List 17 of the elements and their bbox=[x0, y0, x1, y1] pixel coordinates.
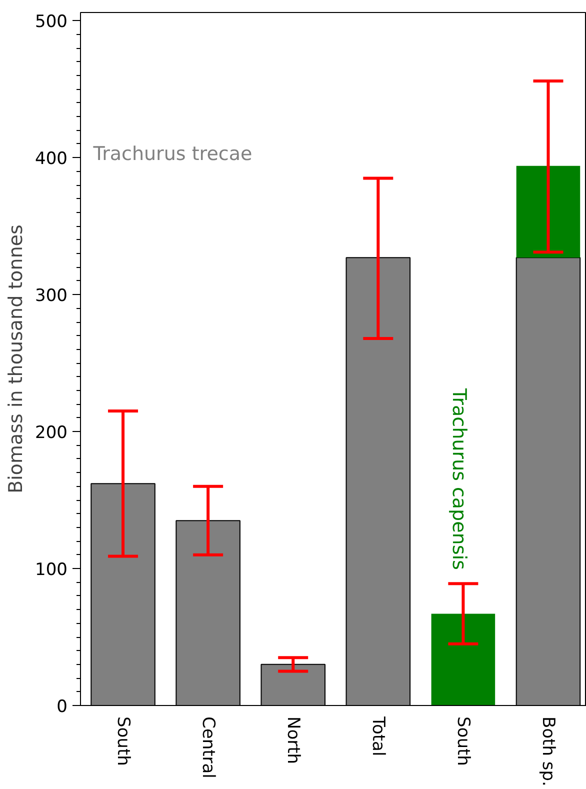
text: Trachurus trecae bbox=[92, 142, 252, 165]
x-tick-label: North bbox=[283, 716, 304, 764]
y-tick-label: 200 bbox=[35, 423, 68, 444]
text: Trachurus capensis bbox=[448, 387, 470, 570]
y-tick-label: 100 bbox=[35, 560, 68, 580]
x-tick-label: Central bbox=[198, 716, 218, 778]
x-tick-label: Both sp. bbox=[538, 716, 558, 786]
x-tick-label: Total bbox=[368, 716, 388, 756]
bar bbox=[431, 614, 496, 706]
y-tick-label: 500 bbox=[35, 12, 68, 32]
y-axis-title: Biomass in thousand tonnes bbox=[5, 224, 28, 494]
y-tick-label: 0 bbox=[56, 697, 68, 717]
y-tick-label: 300 bbox=[35, 286, 68, 306]
y-tick-label: 400 bbox=[35, 149, 68, 170]
bar bbox=[516, 166, 580, 258]
x-tick-label: South bbox=[453, 716, 474, 766]
x-tick-label: South bbox=[113, 716, 134, 766]
